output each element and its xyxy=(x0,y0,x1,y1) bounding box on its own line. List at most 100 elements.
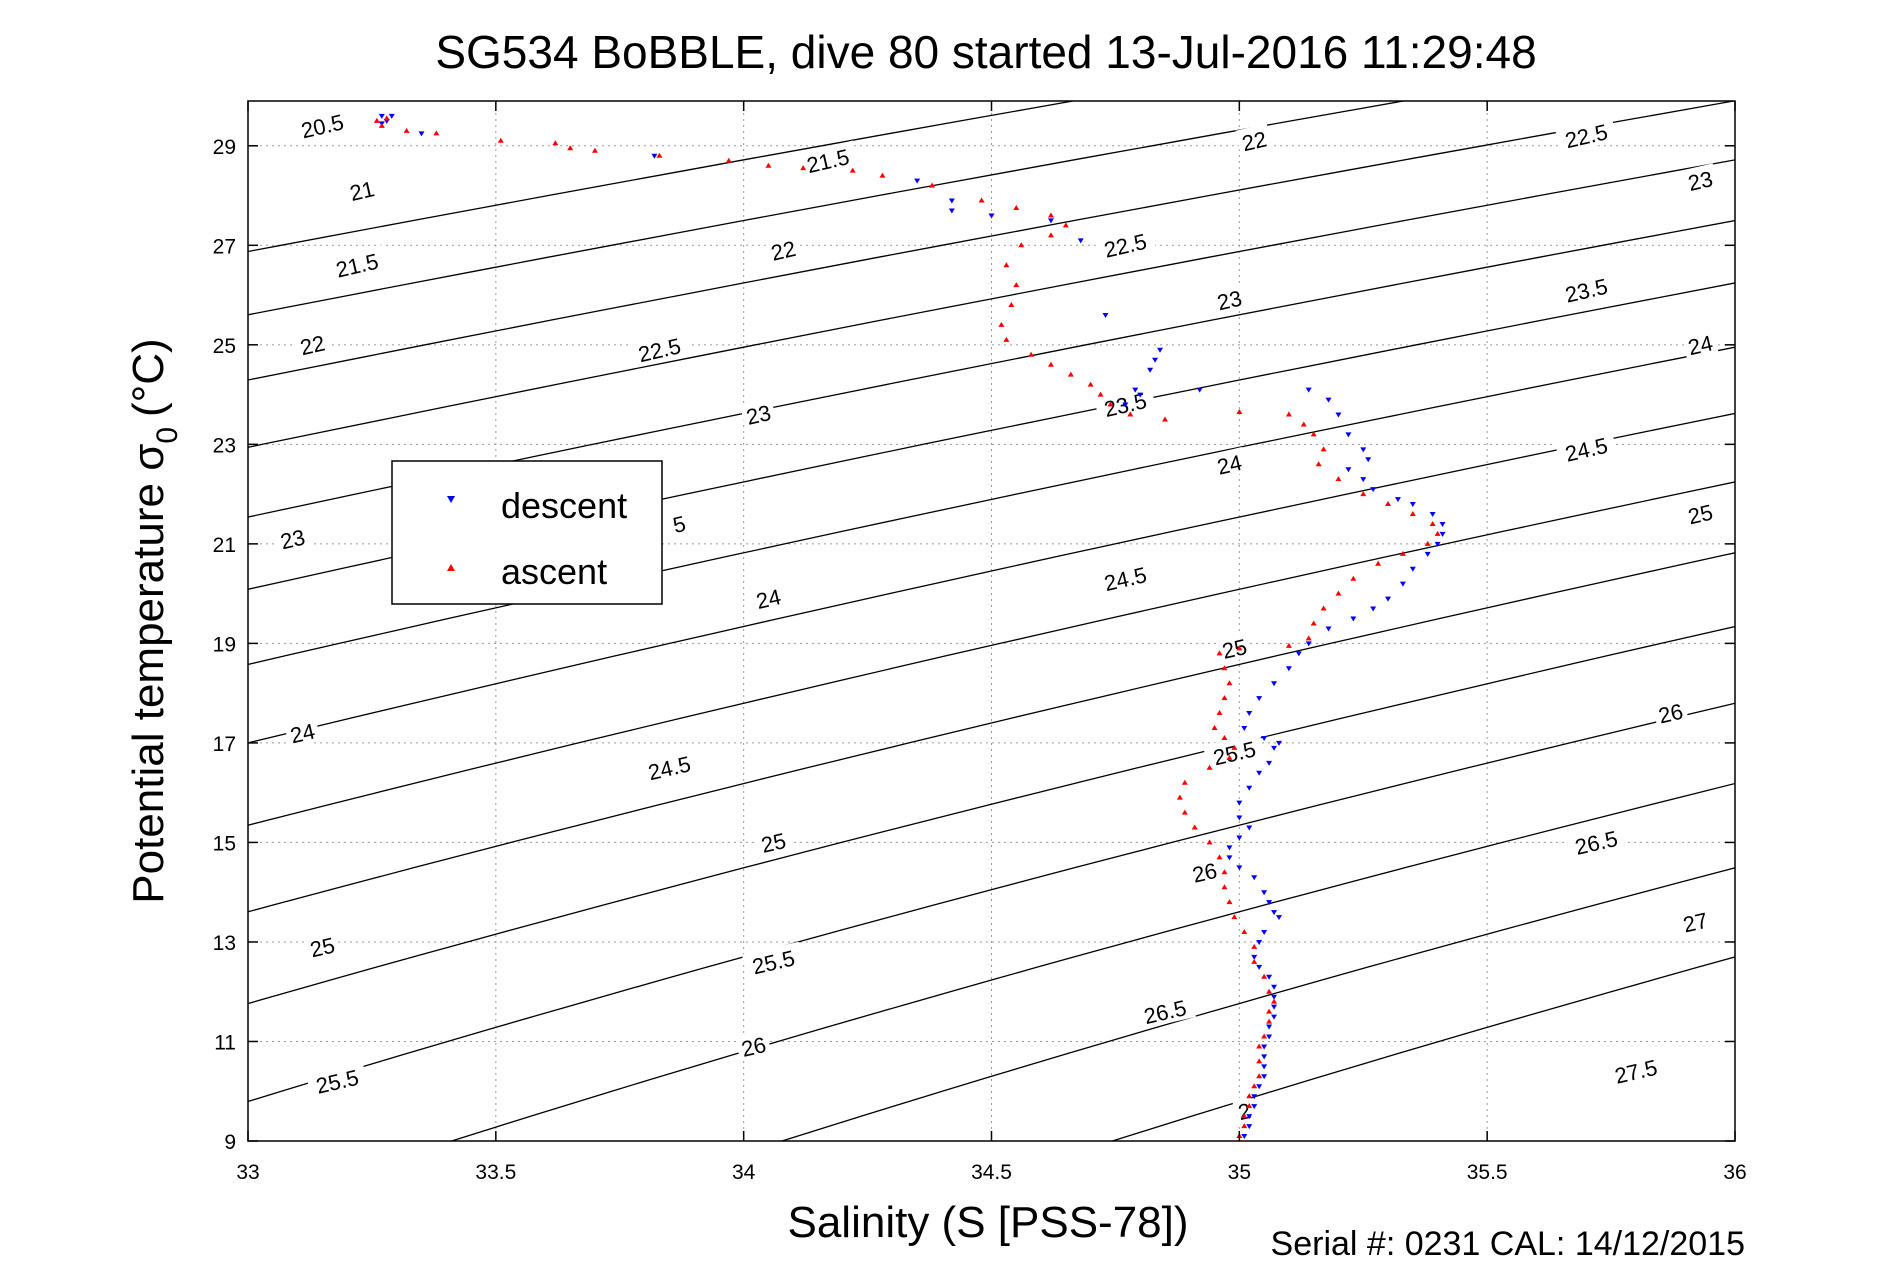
descent-point xyxy=(1360,477,1367,483)
x-tick-label: 33 xyxy=(236,1161,259,1184)
descent-point xyxy=(1261,1074,1268,1080)
contour-label-text: 23 xyxy=(1215,286,1244,316)
contour-label: 24 xyxy=(1210,447,1248,480)
contour-label-bg xyxy=(325,245,388,284)
descent-point xyxy=(1137,392,1144,398)
ascent-point xyxy=(497,137,504,143)
serial-cal-footer: Serial #: 0231 CAL: 14/12/2015 xyxy=(1271,1225,1745,1262)
isopycnal-line xyxy=(248,101,1407,316)
x-tick-label: 36 xyxy=(1723,1161,1746,1184)
descent-point xyxy=(1266,1024,1273,1030)
descent-point xyxy=(378,113,385,119)
isopycnal-line xyxy=(248,159,1735,448)
contour-label: 23 xyxy=(1681,163,1719,196)
ascent-point xyxy=(1266,1018,1273,1024)
contour-label: 22 xyxy=(1235,123,1273,157)
contour-label-text: 21 xyxy=(347,176,376,206)
descent-point xyxy=(1132,387,1139,393)
ascent-point xyxy=(1231,914,1238,920)
ascent-point xyxy=(1315,461,1322,467)
contour-label-text: 23 xyxy=(278,524,307,554)
ascent-point xyxy=(1266,1008,1273,1014)
contour-label-text: 26 xyxy=(739,1032,768,1062)
descent-point xyxy=(914,178,921,184)
ascent-point xyxy=(1087,381,1094,387)
contour-label-text: 25 xyxy=(1220,634,1249,664)
descent-point xyxy=(1271,1004,1278,1010)
contour-label-bg xyxy=(303,929,341,963)
ascent-point xyxy=(1062,222,1069,228)
isopycnal-line xyxy=(1110,956,1735,1141)
ascent-point xyxy=(1335,476,1342,482)
contour-label-bg xyxy=(1604,1051,1667,1090)
descent-point xyxy=(1271,745,1278,751)
ascent-point xyxy=(1206,764,1213,770)
contour-label: 24 xyxy=(749,581,787,614)
ascent-point xyxy=(1241,929,1248,935)
descent-point xyxy=(1261,890,1268,896)
descent-point xyxy=(1241,1134,1248,1140)
ascent-point xyxy=(1216,650,1223,656)
contour-label-text: 24 xyxy=(288,719,317,749)
ascent-point xyxy=(800,165,807,171)
contour-label-text: 22 xyxy=(298,330,327,360)
axis-ticks: 33 33.5 34 34.5 35 35.5 3691113151719212325272… xyxy=(213,101,1747,1184)
contour-label-bg xyxy=(1235,123,1273,157)
ascent-point xyxy=(849,167,856,173)
grid-lines xyxy=(248,101,1735,1141)
ascent-point xyxy=(1211,724,1218,730)
descent-point xyxy=(1266,974,1273,980)
contour-label-bg xyxy=(290,105,354,145)
descent-point xyxy=(1285,666,1292,672)
contour-label: 25 xyxy=(1681,496,1719,529)
contour-label-text: 22 xyxy=(769,236,798,266)
y-tick-label: 25 xyxy=(213,335,236,358)
descent-point xyxy=(1439,531,1446,537)
contour-label-text: 22 xyxy=(1240,126,1269,156)
svg-text:Potential temperature σ0(°C): Potential temperature σ0 (°C) xyxy=(124,338,184,903)
descent-point xyxy=(1271,910,1278,916)
isopycnal-line xyxy=(248,346,1735,666)
descent-point xyxy=(1246,785,1253,791)
descent-point xyxy=(1409,566,1416,572)
ascent-point xyxy=(1434,530,1441,536)
y-tick-label: 27 xyxy=(213,235,236,258)
contour-label: 25 xyxy=(754,825,792,858)
ascent-point xyxy=(1221,869,1228,875)
descent-point xyxy=(1256,939,1263,945)
descent-point xyxy=(988,213,995,219)
contour-label: 23 xyxy=(273,521,311,554)
contour-label-bg xyxy=(796,140,859,179)
descent-point xyxy=(1251,954,1258,960)
descent-point xyxy=(1325,397,1332,403)
ascent-point xyxy=(1221,734,1228,740)
ascent-point xyxy=(1246,1093,1253,1099)
descent-point xyxy=(1251,1104,1258,1110)
ascent-point xyxy=(879,172,886,178)
contour-label-bg xyxy=(1681,163,1719,196)
contour-label-text: 23 xyxy=(744,400,773,430)
contour-label: 26 xyxy=(1185,855,1223,888)
descent-point xyxy=(1271,984,1278,990)
contour-label: 27 xyxy=(1676,904,1714,938)
contour-label-bg xyxy=(1215,631,1253,664)
descent-point xyxy=(948,198,955,204)
descent-point xyxy=(1147,367,1154,373)
ascent-point xyxy=(1226,899,1233,905)
descent-point xyxy=(1345,467,1352,473)
isopycnal-line xyxy=(248,219,1735,518)
ascent-point xyxy=(1251,958,1258,964)
descent-point xyxy=(1077,238,1084,244)
x-tick-label: 34 xyxy=(732,1161,756,1184)
isopycnal-line xyxy=(248,481,1735,826)
descent-point xyxy=(1399,581,1406,587)
descent-point xyxy=(1157,347,1164,353)
ascent-point xyxy=(1028,351,1035,357)
y-tick-label: 15 xyxy=(213,832,236,855)
contour-label-text: 27 xyxy=(1681,908,1710,938)
ascent-point xyxy=(1231,744,1238,750)
ascent-point xyxy=(378,122,385,128)
ascent-point xyxy=(1236,409,1243,415)
ascent-point xyxy=(1251,1083,1258,1089)
descent-point xyxy=(1261,735,1268,741)
